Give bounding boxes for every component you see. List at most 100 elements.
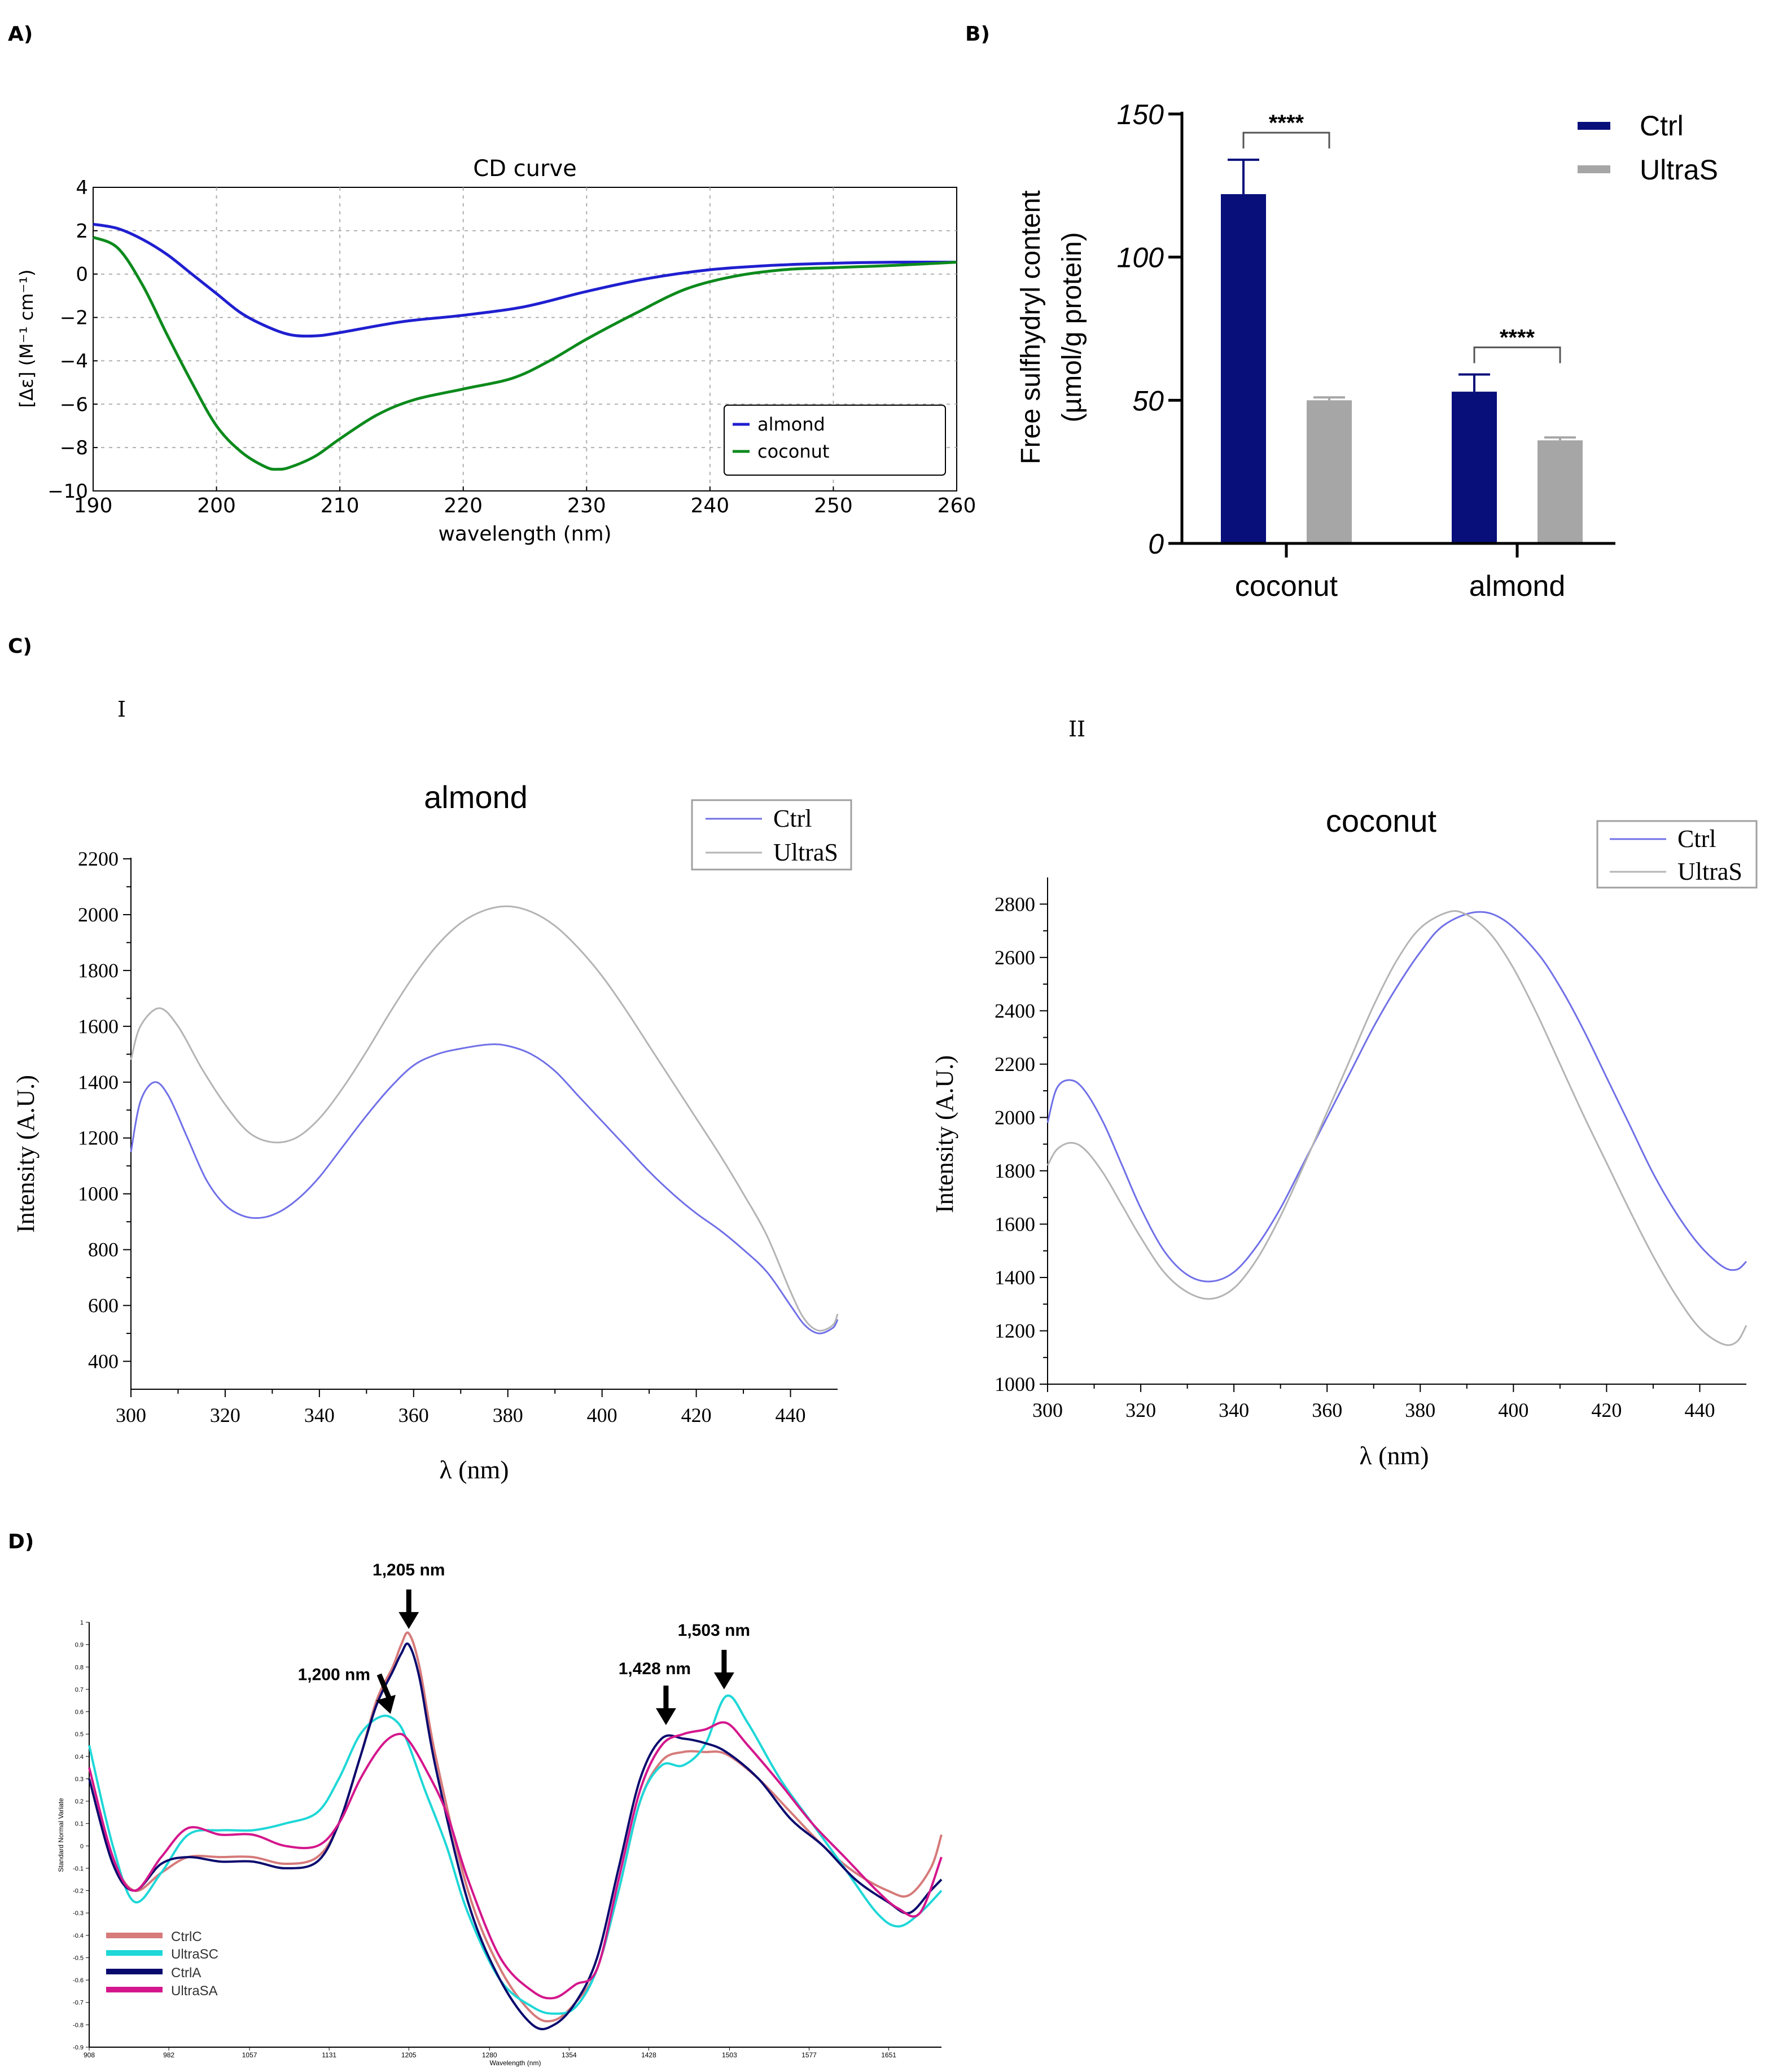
c1-xtick-label: 340 (304, 1404, 335, 1426)
bar-coconut-ultras (1307, 400, 1352, 543)
chart-c2-xlabel: λ (nm) (1359, 1441, 1429, 1470)
chart-a-ytick-label: 4 (76, 177, 88, 199)
c2-xtick-label: 440 (1684, 1399, 1715, 1421)
chart-d-ytick-label: 0.7 (75, 1687, 84, 1693)
legend-ctrl-label: Ctrl (1640, 110, 1684, 142)
chart-d-xtick-label: 1280 (482, 2051, 497, 2059)
c2-ytick-label: 2000 (995, 1106, 1035, 1129)
c2-ytick-label: 1200 (995, 1319, 1035, 1342)
legend-c2-ctrl-label: Ctrl (1677, 825, 1716, 853)
chart-a-cd-curve: 190 200 210 220 230 240 250 260 −10−8−6−4−2024 … (16, 156, 976, 546)
chart-d-arrow-head (655, 1708, 676, 1726)
c2-ytick-label: 1800 (995, 1160, 1035, 1182)
chart-d-legend: CtrlC UltraSC CtrlA UltraSA (106, 1929, 218, 1999)
chart-b-xtick-label: almond (1469, 570, 1566, 603)
chart-d-ytick-label: 0.2 (75, 1798, 84, 1805)
chart-d-ytick-label: 0.3 (75, 1776, 84, 1783)
chart-a-xtick-label: 220 (444, 494, 483, 517)
legend-ultrasa-label: UltraSA (171, 1983, 218, 1999)
chart-d-annotation-label: 1,428 nm (619, 1660, 691, 1678)
chart-a-ytick-label: −8 (60, 437, 88, 459)
c1-line-ctrl (130, 1043, 839, 1334)
legend-ultras-label: UltraS (1640, 154, 1718, 186)
chart-b-sulfhydryl: 0 50 100 150 coconut almond **** **** Free su… (1016, 99, 1718, 603)
legend-ctrlc-label: CtrlC (171, 1929, 202, 1944)
c2-xtick-label: 360 (1312, 1399, 1342, 1421)
chart-b-ylabel-line2: (µmol/g protein) (1057, 232, 1087, 422)
c1-ytick-label: 1600 (78, 1015, 119, 1038)
chart-d-annotation-label: 1,205 nm (373, 1561, 445, 1579)
chart-a-ytick-label: −4 (60, 350, 88, 372)
chart-d-ytick-label: -0.4 (73, 1933, 84, 1939)
chart-d-annotation-label: 1,503 nm (678, 1621, 750, 1640)
chart-d-line-ultrasa (88, 1721, 943, 2000)
c1-ytick-label: 800 (88, 1239, 119, 1261)
c1-ytick-label: 1400 (78, 1071, 119, 1094)
c2-xtick-label: 420 (1591, 1399, 1622, 1421)
chart-a-legend-box (724, 405, 946, 476)
chart-a-title: CD curve (473, 156, 577, 182)
chart-d-arrow-head (376, 1695, 396, 1714)
chart-c1-legend: Ctrl UltraS (691, 799, 852, 871)
chart-d-ytick-label: -0.9 (73, 2044, 84, 2051)
chart-d-xtick-label: 1651 (881, 2051, 896, 2059)
sig-bracket-coconut (1242, 131, 1330, 149)
chart-d-ytick-label: 0 (80, 1843, 84, 1850)
chart-d-xtick-label: 908 (84, 2051, 95, 2059)
c2-ytick-label: 1400 (995, 1266, 1035, 1289)
chart-d-ytick-label: 0.4 (75, 1754, 84, 1761)
chart-d-ytick-label: -0.3 (73, 1910, 84, 1917)
chart-a-ytick-label: −2 (60, 307, 88, 330)
chart-d-xtick-label: 982 (163, 2051, 174, 2059)
c2-line-ultras (1046, 910, 1747, 1346)
chart-b-ytick-label: 50 (1132, 385, 1164, 416)
chart-b-xtick-label: coconut (1235, 570, 1338, 603)
chart-a-line-almond (93, 222, 957, 338)
sig-stars-almond: **** (1500, 326, 1535, 350)
chart-b-ytick-label: 150 (1117, 99, 1164, 130)
c2-ytick-label: 1600 (995, 1213, 1035, 1235)
chart-d-xtick-label: 1354 (562, 2051, 577, 2059)
chart-d-ylabel: Standard Normal Variate (57, 1798, 65, 1872)
c1-xtick-label: 300 (116, 1404, 146, 1426)
c2-ytick-label: 2400 (995, 999, 1035, 1022)
sig-stars-coconut: **** (1269, 111, 1304, 135)
chart-c2-coconut: 300 320 340 360 380 400 420 440 1000 1200 1400 160… (931, 803, 1758, 1470)
chart-c2-legend-box (1596, 820, 1758, 889)
chart-b-ytick-label: 0 (1148, 528, 1164, 560)
chart-d-ytick-label: -0.7 (73, 2000, 84, 2007)
chart-d-xtick-label: 1503 (722, 2051, 737, 2059)
chart-d-line-ultrasc (88, 1694, 943, 2015)
chart-d-line-ctrlc (88, 1631, 943, 2023)
chart-d-arrow-head (398, 1612, 419, 1629)
chart-c1-ylabel: Intensity (A.U.) (12, 1075, 40, 1233)
chart-d-ytick-label: -0.2 (73, 1888, 84, 1895)
c2-ytick-label: 2600 (995, 946, 1035, 969)
panel-label-d: D) (8, 1530, 34, 1553)
chart-a-ytick-label: −6 (60, 393, 88, 416)
chart-c1-xlabel: λ (nm) (439, 1455, 509, 1484)
c2-xtick-label: 400 (1498, 1399, 1528, 1421)
sig-bracket-almond (1473, 346, 1561, 363)
c1-ytick-label: 600 (88, 1294, 119, 1317)
chart-a-xtick-label: 230 (567, 494, 606, 517)
chart-d-ytick-label: 0.1 (75, 1821, 84, 1828)
chart-a-xtick-label: 200 (197, 494, 236, 517)
chart-a-xtick-label: 250 (814, 494, 853, 517)
c2-xtick-label: 340 (1219, 1399, 1249, 1421)
chart-a-xtick-label: 190 (74, 494, 113, 517)
chart-d-xtick-label: 1057 (242, 2051, 257, 2059)
chart-a-ylabel: [Δε] (M⁻¹ cm⁻¹) (16, 269, 37, 407)
chart-d-nir-spectra: 908 982 1057 1131 1205 1280 1354 1428 1503 1577 16… (57, 1561, 943, 2067)
legend-almond-label: almond (757, 414, 825, 435)
chart-d-xtick-label: 1577 (801, 2051, 817, 2059)
chart-d-xtick-label: 1428 (641, 2051, 656, 2059)
chart-c2-ylabel: Intensity (A.U.) (931, 1055, 958, 1213)
chart-d-arrow-head (713, 1672, 734, 1689)
panel-label-c: C) (8, 635, 32, 658)
c1-xtick-label: 420 (681, 1404, 712, 1426)
chart-d-ytick-label: 0.5 (75, 1731, 84, 1738)
c1-ytick-label: 2200 (78, 848, 119, 870)
chart-c2-legend: Ctrl UltraS (1596, 820, 1758, 889)
chart-c2-title: coconut (1326, 803, 1437, 839)
